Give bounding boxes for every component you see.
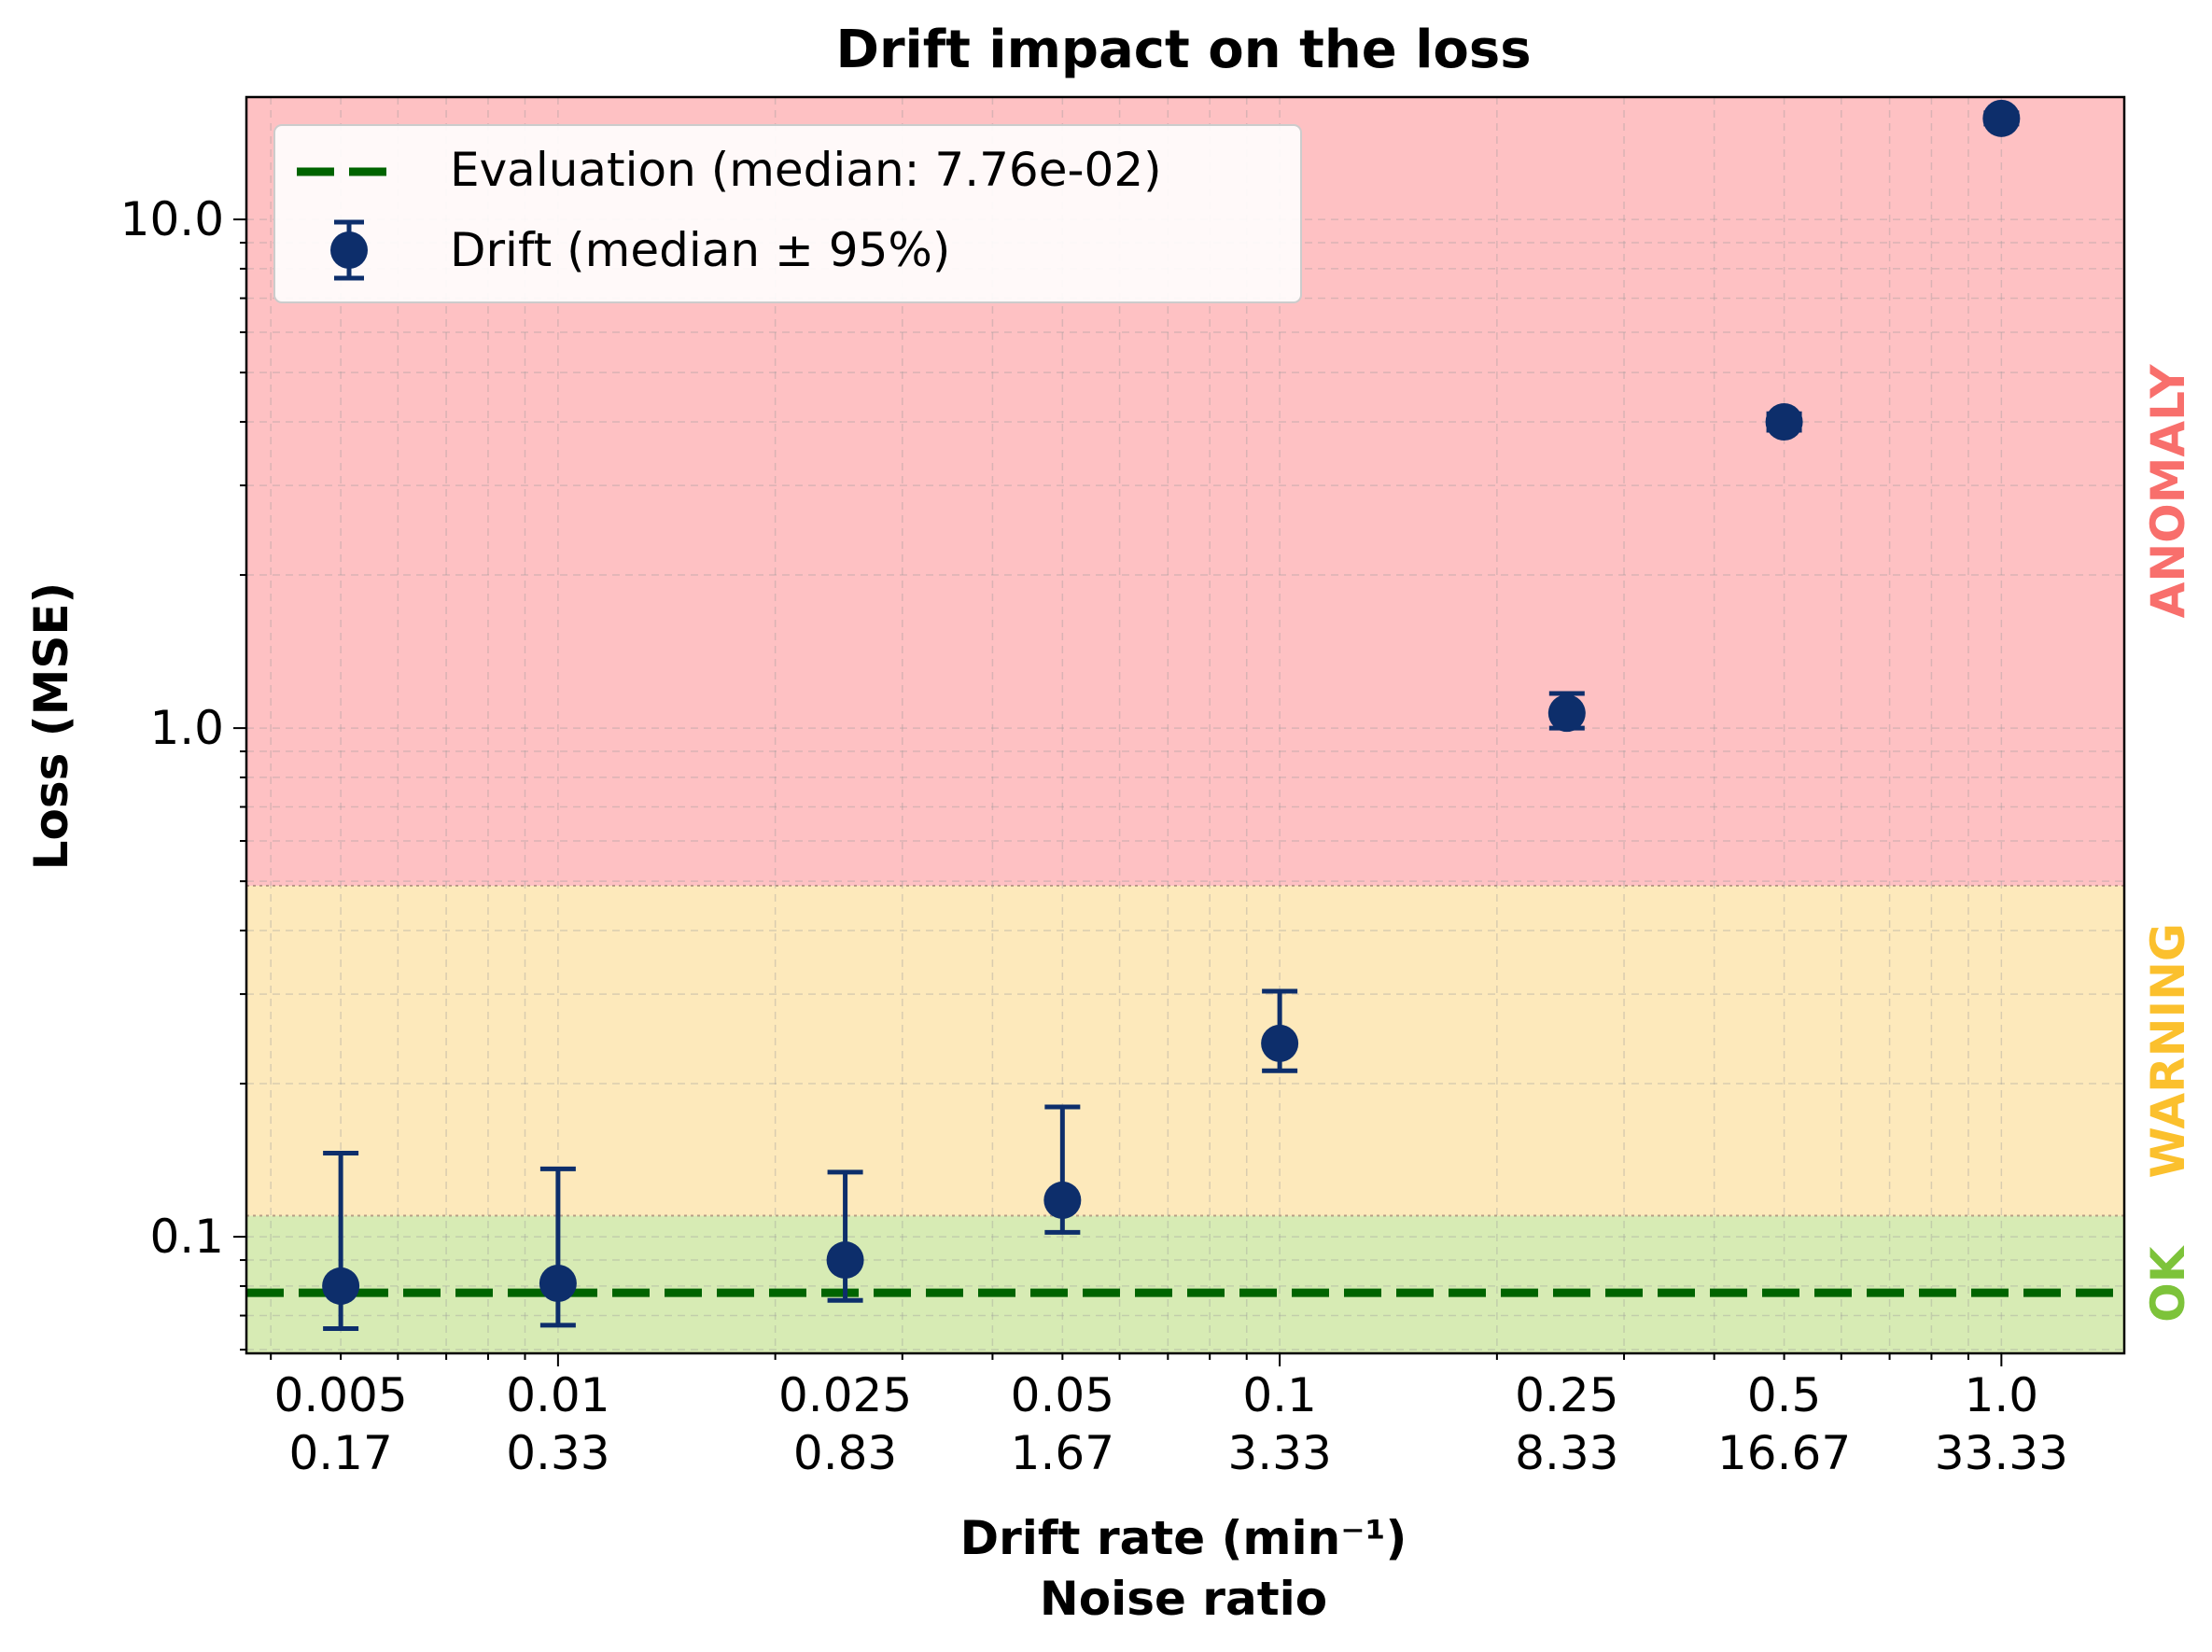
zone-label-ok: OK [2141, 1244, 2195, 1323]
legend-series-label: Drift (median ± 95%) [450, 223, 950, 277]
y-tick-label: 0.1 [149, 1210, 224, 1264]
x-tick-label-secondary: 0.33 [506, 1426, 609, 1480]
x-tick-label-secondary: 1.67 [1011, 1426, 1114, 1480]
zone-warning [246, 885, 2124, 1216]
x-tick-label-secondary: 3.33 [1227, 1426, 1331, 1480]
y-axis-label: Loss (MSE) [24, 582, 78, 871]
data-point [322, 1267, 360, 1305]
x-tick-label: 0.01 [506, 1368, 609, 1422]
legend-box [273, 124, 1302, 303]
x-tick-label: 0.25 [1515, 1368, 1618, 1422]
data-point-group [1547, 691, 1586, 733]
zone-label-warning: WARNING [2141, 923, 2195, 1178]
data-point-group [1043, 1104, 1082, 1235]
data-point [826, 1241, 864, 1280]
data-point-group [322, 1151, 360, 1331]
x-tick-label: 0.1 [1242, 1368, 1317, 1422]
chart-title: Drift impact on the loss [835, 20, 1531, 80]
data-point [1261, 1024, 1299, 1062]
data-point-group [1982, 99, 2021, 137]
x-tick-label-secondary: 8.33 [1515, 1426, 1618, 1480]
data-point [1982, 99, 2021, 137]
data-point-group [539, 1166, 577, 1328]
x-tick-label: 0.005 [274, 1368, 408, 1422]
y-tick-label: 10.0 [120, 192, 224, 246]
data-point-group [1261, 988, 1299, 1073]
legend: Evaluation (median: 7.76e-02) Drift (med… [273, 124, 1302, 303]
x-axis-label-secondary: Noise ratio [1040, 1572, 1327, 1626]
x-tick-label-secondary: 33.33 [1935, 1426, 2068, 1480]
x-tick-label: 1.0 [1965, 1368, 2039, 1422]
legend-reference-label: Evaluation (median: 7.76e-02) [450, 143, 1162, 197]
labels-layer: Drift impact on the loss Drift rate (min… [24, 20, 1532, 1626]
data-point [1043, 1181, 1082, 1219]
y-tick-label: 1.0 [149, 701, 224, 755]
x-tick-label: 0.025 [778, 1368, 912, 1422]
data-point-group [826, 1169, 864, 1303]
x-tick-label: 0.05 [1011, 1368, 1114, 1422]
plot-frame [245, 95, 2126, 1355]
x-tick-label: 0.5 [1747, 1368, 1822, 1422]
legend-series-swatch [330, 219, 368, 281]
x-axis-label: Drift rate (min⁻¹) [960, 1511, 1407, 1565]
points-layer [322, 99, 2021, 1331]
data-point-group [1765, 402, 1803, 441]
zone-label-anomaly: ANOMALY [2141, 364, 2195, 619]
x-tick-label-secondary: 16.67 [1717, 1426, 1851, 1480]
axes-layer: 0.0050.170.010.330.0250.830.051.670.13.3… [120, 95, 2126, 1480]
x-tick-label-secondary: 0.17 [288, 1426, 392, 1480]
x-tick-label-secondary: 0.83 [793, 1426, 897, 1480]
data-point [539, 1264, 577, 1302]
data-point [1765, 402, 1803, 441]
data-point [1547, 694, 1586, 733]
